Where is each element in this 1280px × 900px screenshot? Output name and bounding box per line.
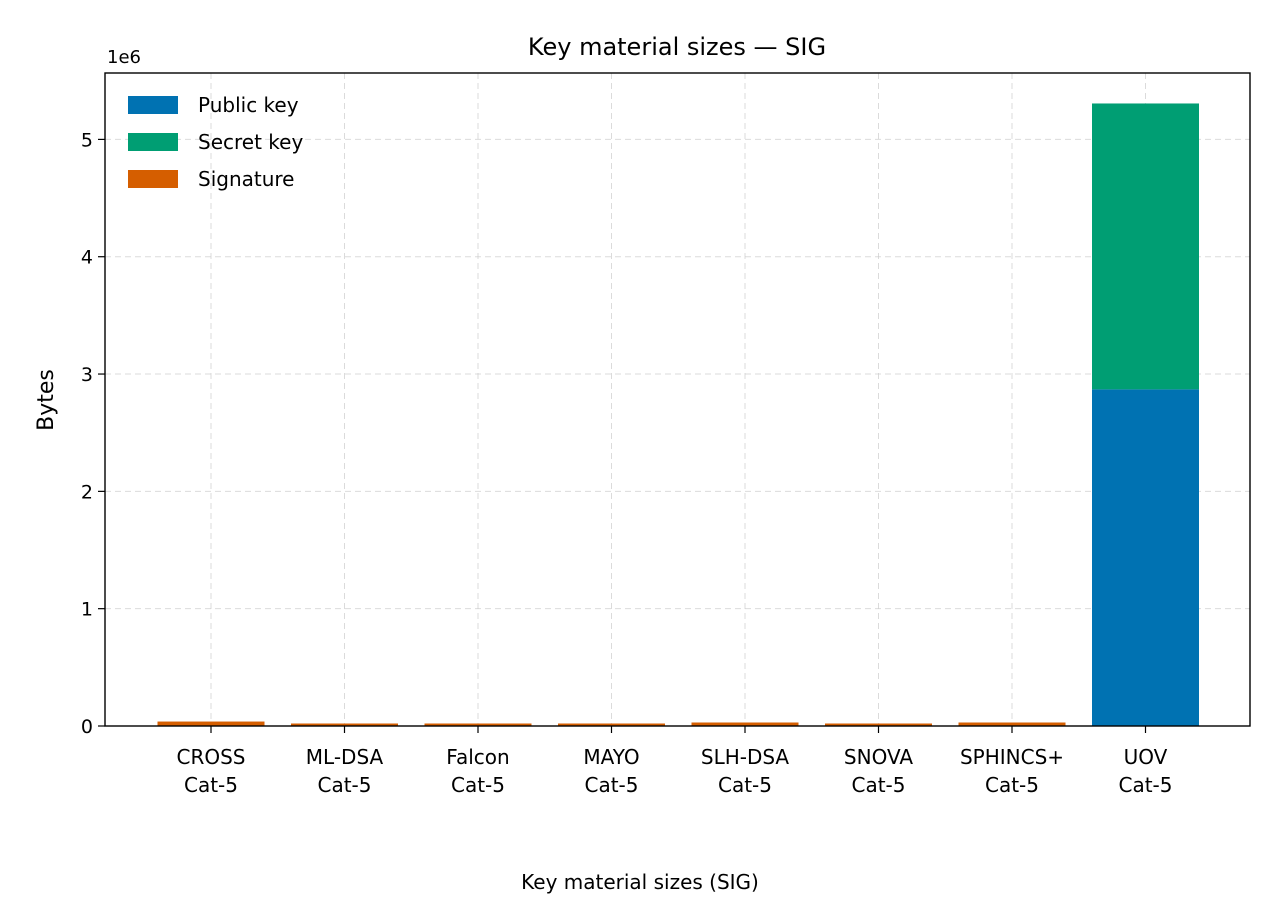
x-tick-label: UOV <box>1124 745 1168 769</box>
legend: Public key Secret key Signature <box>128 93 303 191</box>
x-axis-ticks: CROSS Cat-5 ML-DSA Cat-5 Falcon Cat-5 MAYO Cat-… <box>177 726 1173 797</box>
y-tick-label: 5 <box>81 129 93 151</box>
bar-public-key <box>1092 389 1199 726</box>
y-axis-ticks: 0 1 2 3 4 5 <box>81 129 105 738</box>
legend-label: Signature <box>198 167 294 191</box>
bar-signature <box>558 723 665 726</box>
x-tick-label: SNOVA <box>844 745 913 769</box>
y-tick-label: 0 <box>81 716 93 738</box>
x-tick-label: SPHINCS+ <box>960 745 1064 769</box>
x-tick-label: ML-DSA <box>306 745 384 769</box>
plot-frame <box>104 72 1251 727</box>
legend-swatch <box>128 170 178 188</box>
x-tick-label: Cat-5 <box>718 773 772 797</box>
bar-signature <box>958 722 1066 726</box>
legend-label: Public key <box>198 93 299 117</box>
bar-signature <box>157 721 265 726</box>
y-tick-label: 4 <box>81 247 93 269</box>
y-tick-label: 2 <box>81 481 93 503</box>
bars <box>157 103 1199 726</box>
y-axis-label: Bytes <box>34 369 59 431</box>
x-tick-label: Cat-5 <box>317 773 371 797</box>
bar-signature <box>424 723 532 726</box>
legend-swatch <box>128 133 178 151</box>
x-axis-label: Key material sizes (SIG) <box>521 870 759 894</box>
bar-secret-key <box>1092 103 1199 390</box>
x-tick-label: Cat-5 <box>851 773 905 797</box>
x-tick-label: CROSS <box>177 745 246 769</box>
x-tick-label: Cat-5 <box>1118 773 1172 797</box>
x-tick-label: Cat-5 <box>184 773 238 797</box>
grid-lines <box>105 73 1250 726</box>
legend-swatch <box>128 96 178 114</box>
bar-signature <box>291 723 398 726</box>
y-tick-label: 3 <box>81 364 93 386</box>
x-tick-label: MAYO <box>583 745 639 769</box>
bar-signature <box>691 722 799 726</box>
legend-label: Secret key <box>198 130 303 154</box>
x-tick-label: Falcon <box>446 745 509 769</box>
x-tick-label: Cat-5 <box>985 773 1039 797</box>
x-tick-label: Cat-5 <box>584 773 638 797</box>
x-tick-label: Cat-5 <box>451 773 505 797</box>
x-tick-label: SLH-DSA <box>701 745 790 769</box>
y-tick-label: 1 <box>81 599 93 621</box>
chart-title: Key material sizes — SIG <box>528 33 826 61</box>
y-offset-label: 1e6 <box>107 47 141 68</box>
bar-signature <box>825 723 932 726</box>
